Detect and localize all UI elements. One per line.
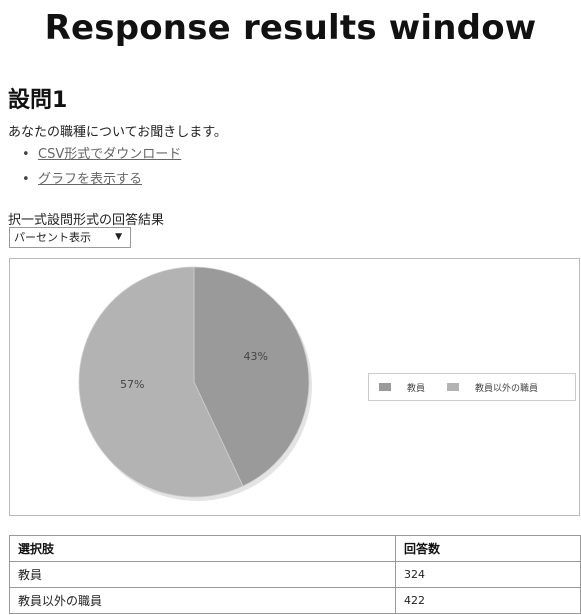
legend-item-other: 教員以外の職員 — [447, 381, 538, 394]
legend-label: 教員以外の職員 — [475, 383, 539, 394]
question-text: あなたの職種についてお聞きします。 — [8, 125, 227, 140]
slide-title: Response results window — [44, 8, 537, 48]
count-cell: 324 — [395, 561, 581, 588]
display-mode-select[interactable]: パーセント表示 ▼ — [9, 227, 131, 248]
table-row: 教員 324 — [9, 561, 581, 588]
question-links: • CSV形式でダウンロード • グラフを表示する — [22, 146, 181, 196]
table-row: 教員以外の職員 422 — [9, 587, 581, 614]
list-item: • グラフを表示する — [22, 171, 181, 196]
bullet-icon: • — [22, 147, 30, 162]
column-header-count: 回答数 — [395, 535, 581, 562]
pie-slice-teachers — [193, 266, 310, 487]
results-table: 選択肢 回答数 教員 324 教員以外の職員 422 — [9, 535, 581, 614]
bullet-icon: • — [22, 172, 30, 187]
list-item: • CSV形式でダウンロード — [22, 146, 181, 171]
legend-swatch — [379, 383, 391, 391]
legend-item-teachers: 教員 — [379, 381, 425, 394]
pie-slice-other-staff — [78, 266, 244, 498]
chart-frame: 43% 57% 教員 教員以外の職員 — [9, 258, 580, 516]
show-graph-link[interactable]: グラフを表示する — [38, 172, 143, 187]
count-cell: 422 — [395, 587, 581, 614]
choice-cell: 教員 — [9, 561, 396, 588]
column-header-choice: 選択肢 — [9, 535, 396, 562]
legend-swatch — [447, 383, 460, 391]
choice-cell: 教員以外の職員 — [9, 587, 396, 614]
csv-download-link[interactable]: CSV形式でダウンロード — [38, 147, 182, 162]
chart-legend: 教員 教員以外の職員 — [368, 373, 576, 401]
question-heading: 設問1 — [8, 88, 68, 113]
table-header-row: 選択肢 回答数 — [9, 535, 581, 562]
display-mode-value: パーセント表示 — [14, 231, 91, 244]
chevron-down-icon: ▼ — [115, 232, 122, 242]
pie-data-label: 57% — [120, 378, 144, 391]
legend-label: 教員 — [407, 383, 426, 394]
pie-data-label: 43% — [244, 350, 268, 363]
pie-chart: 43% 57% — [78, 266, 312, 501]
result-label: 択一式設問形式の回答結果 — [8, 213, 165, 228]
